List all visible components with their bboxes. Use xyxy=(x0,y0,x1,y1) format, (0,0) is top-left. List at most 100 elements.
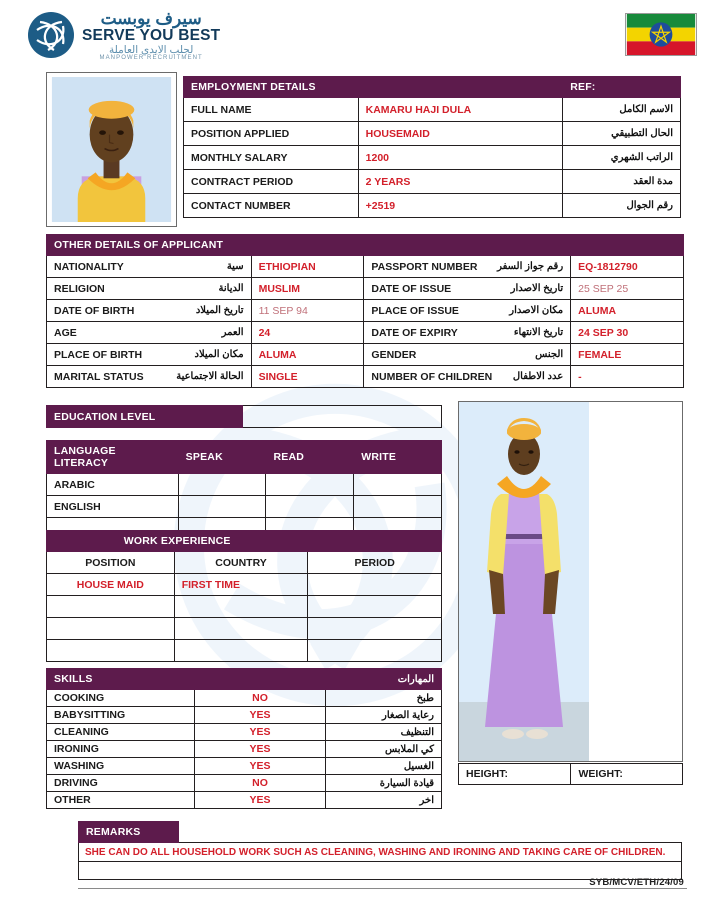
education-level-value[interactable] xyxy=(241,405,443,428)
table-row: IRONING YES كي الملابس xyxy=(46,740,442,758)
arabic-speak-cell[interactable] xyxy=(177,473,267,496)
table-header-row: WORK EXPERIENCE xyxy=(45,530,442,552)
number-of-children-value: - xyxy=(570,365,684,388)
monthly-salary-arabic: الراتب الشهري xyxy=(562,145,681,170)
table-header-row: LANGUAGE LITERACY SPEAK READ WRITE xyxy=(46,440,442,474)
footer-divider xyxy=(78,888,687,889)
gender-arabic: الجنس xyxy=(535,348,564,360)
brand-english-tagline: MANPOWER RECRUITMENT xyxy=(99,55,203,61)
age-label: AGE العمر xyxy=(46,321,252,344)
marital-status-label: MARITAL STATUS الحالة الاجتماعية xyxy=(46,365,252,388)
work-country-1: FIRST TIME xyxy=(173,573,309,596)
employment-details-section: EMPLOYMENT DETAILS REF: FULL NAME KAMARU… xyxy=(182,76,681,218)
place-of-birth-label: PLACE OF BIRTH مكان الميلاد xyxy=(46,343,252,366)
table-row: OTHER YES اخر xyxy=(46,791,442,809)
contract-period-arabic: مدة العقد xyxy=(562,169,681,194)
brand-english-name: SERVE YOU BEST xyxy=(82,27,221,44)
skill-babysitting-arabic: رعاية الصغار xyxy=(325,706,442,724)
remarks-blank-row[interactable] xyxy=(78,861,682,880)
work-period-4[interactable] xyxy=(307,639,442,662)
nationality-value: ETHIOPIAN xyxy=(250,255,365,278)
language-name-english-row: ENGLISH xyxy=(46,495,179,518)
table-row xyxy=(78,861,682,880)
skill-washing-value: YES xyxy=(193,757,327,775)
date-of-expiry-value: 24 SEP 30 xyxy=(570,321,684,344)
table-row: AGE العمر 24 DATE OF EXPIRY تاريخ الانته… xyxy=(46,321,684,344)
date-of-birth-label: DATE OF BIRTH تاريخ الميلاد xyxy=(46,299,252,322)
measurements-table: HEIGHT: WEIGHT: xyxy=(457,763,683,785)
place-of-birth-arabic: مكان الميلاد xyxy=(194,348,244,360)
column-period: PERIOD xyxy=(307,551,442,574)
work-position-2[interactable] xyxy=(46,595,175,618)
table-row: CONTACT NUMBER +2519 رقم الجوال xyxy=(183,193,681,218)
passport-number-arabic: رقم جواز السفر xyxy=(497,260,564,272)
number-of-children-label: NUMBER OF CHILDREN عدد الاطفال xyxy=(363,365,572,388)
date-of-birth-arabic: تاريخ الميلاد xyxy=(195,304,244,316)
table-row: COOKING NO طبخ xyxy=(46,689,442,707)
english-write-cell[interactable] xyxy=(353,495,442,518)
skill-cleaning-label: CLEANING xyxy=(46,723,195,741)
work-country-4[interactable] xyxy=(173,639,309,662)
religion-label: RELIGION الديانة xyxy=(46,277,252,300)
work-country-2[interactable] xyxy=(173,595,309,618)
skill-driving-value: NO xyxy=(193,774,327,792)
date-of-issue-label: DATE OF ISSUE تاريخ الاصدار xyxy=(363,277,572,300)
ref-label: REF: xyxy=(562,76,681,98)
footer-reference-code: SYB/MCV/ETH/24/09 xyxy=(589,877,684,888)
nationality-arabic: سية xyxy=(226,260,244,272)
date-of-expiry-label: DATE OF EXPIRY تاريخ الانتهاء xyxy=(363,321,572,344)
table-row: HOUSE MAID FIRST TIME xyxy=(46,573,442,596)
marital-status-value: SINGLE xyxy=(250,365,365,388)
table-row: PLACE OF BIRTH مكان الميلاد ALUMA GENDER… xyxy=(46,343,684,366)
skill-babysitting-label: BABYSITTING xyxy=(46,706,195,724)
work-country-3[interactable] xyxy=(173,617,309,640)
skill-washing-arabic: الغسيل xyxy=(325,757,442,775)
monthly-salary-label: MONTHLY SALARY xyxy=(183,145,359,170)
measurements-section: HEIGHT: WEIGHT: xyxy=(457,763,683,785)
table-row: POSITION APPLIED HOUSEMAID الحال التطبيق… xyxy=(183,121,681,146)
skill-cleaning-arabic: التنظيف xyxy=(325,723,442,741)
work-period-1[interactable] xyxy=(307,573,442,596)
table-row: ARABIC xyxy=(46,473,442,496)
full-name-label: FULL NAME xyxy=(183,97,359,122)
table-row: MONTHLY SALARY 1200 الراتب الشهري xyxy=(183,145,681,170)
age-value: 24 xyxy=(250,321,365,344)
skill-other-arabic: اخر xyxy=(325,791,442,809)
position-applied-value: HOUSEMAID xyxy=(357,121,564,146)
number-of-children-arabic: عدد الاطفال xyxy=(512,370,564,382)
position-applied-arabic: الحال التطبيقي xyxy=(562,121,681,146)
gender-label: GENDER الجنس xyxy=(363,343,572,366)
company-logo: سيرف يوبست SERVE YOU BEST لجلب الايدي ال… xyxy=(26,8,220,61)
table-row: NATIONALITY سية ETHIOPIAN PASSPORT NUMBE… xyxy=(46,255,684,278)
skill-other-value: YES xyxy=(193,791,327,809)
age-arabic: العمر xyxy=(221,326,244,338)
skill-babysitting-value: YES xyxy=(193,706,327,724)
skill-cooking-value: NO xyxy=(193,689,327,707)
work-period-2[interactable] xyxy=(307,595,442,618)
work-position-3[interactable] xyxy=(46,617,175,640)
skills-section: SKILLS المهارات COOKING NO طبخ BABYSITTI… xyxy=(45,668,442,809)
passport-number-label: PASSPORT NUMBER رقم جواز السفر xyxy=(363,255,572,278)
table-row: DATE OF BIRTH تاريخ الميلاد 11 SEP 94 PL… xyxy=(46,299,684,322)
table-row: SHE CAN DO ALL HOUSEHOLD WORK SUCH AS CL… xyxy=(78,842,682,862)
work-experience-title: WORK EXPERIENCE xyxy=(45,530,309,552)
other-details-title: OTHER DETAILS OF APPLICANT xyxy=(45,234,365,256)
work-experience-title-filler xyxy=(307,530,442,552)
monthly-salary-value: 1200 xyxy=(357,145,564,170)
arabic-read-cell[interactable] xyxy=(265,473,355,496)
english-speak-cell[interactable] xyxy=(177,495,267,518)
table-row: BABYSITTING YES رعاية الصغار xyxy=(46,706,442,724)
work-position-4[interactable] xyxy=(46,639,175,662)
table-row: WASHING YES الغسيل xyxy=(46,757,442,775)
work-period-3[interactable] xyxy=(307,617,442,640)
language-name-arabic-row: ARABIC xyxy=(46,473,179,496)
contact-number-arabic: رقم الجوال xyxy=(562,193,681,218)
date-of-birth-value: 11 SEP 94 xyxy=(250,299,365,322)
passport-number-value: EQ-1812790 xyxy=(570,255,684,278)
place-of-issue-value: ALUMA xyxy=(570,299,684,322)
arabic-write-cell[interactable] xyxy=(353,473,442,496)
skill-driving-label: DRIVING xyxy=(46,774,195,792)
contract-period-label: CONTRACT PERIOD xyxy=(183,169,359,194)
english-read-cell[interactable] xyxy=(265,495,355,518)
